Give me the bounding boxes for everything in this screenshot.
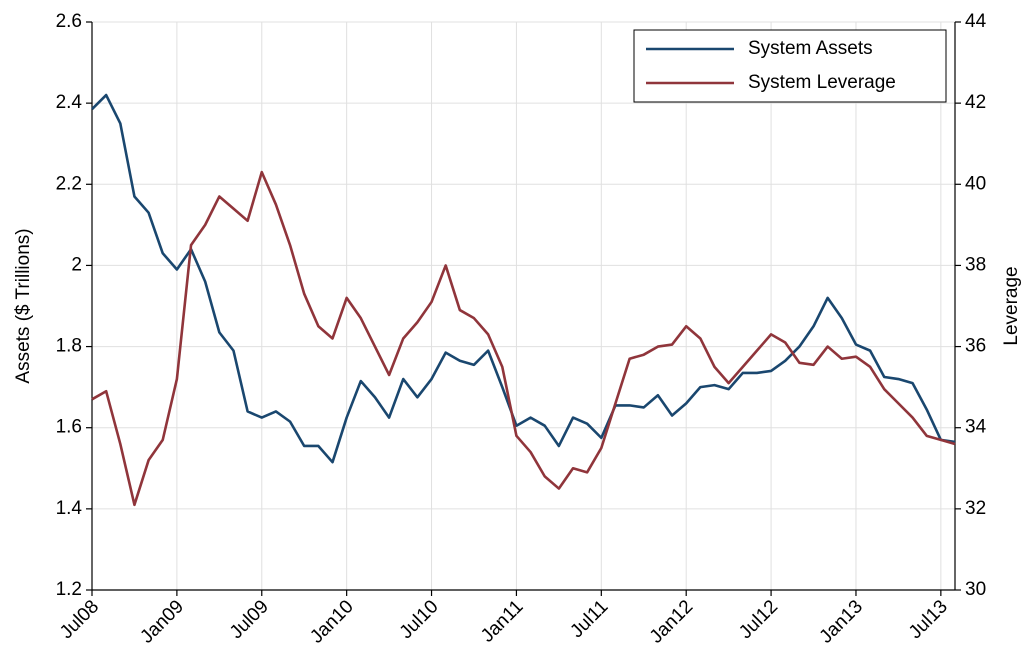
x-tick-label: Jan13 — [816, 596, 867, 647]
legend-box — [633, 29, 947, 103]
y-tick-label: 2.6 — [56, 11, 82, 32]
y2-tick-label: 42 — [965, 92, 986, 113]
x-tick-label: Jan12 — [646, 596, 697, 647]
y2-axis-label: Leverage — [1001, 266, 1022, 345]
y-tick-label: 1.4 — [56, 498, 83, 519]
series-line — [91, 93, 956, 464]
x-tick-label: Jan10 — [306, 596, 357, 647]
y-tick-label: 2.4 — [56, 92, 83, 113]
x-tick-label: Jul13 — [905, 596, 952, 643]
y-tick-label: 2 — [71, 254, 82, 275]
x-tick-label: Jul12 — [735, 596, 782, 643]
x-tick-label: Jul09 — [226, 596, 273, 643]
y2-tick-label: 32 — [965, 498, 986, 519]
legend-label: System Assets — [748, 38, 873, 59]
legend-label: System Leverage — [748, 72, 896, 93]
y-tick-label: 1.8 — [56, 336, 82, 357]
y2-tick-label: 30 — [965, 579, 986, 600]
y-tick-label: 2.2 — [56, 173, 82, 194]
y2-tick-label: 34 — [965, 417, 987, 438]
x-tick-label: Jul10 — [396, 596, 443, 643]
x-tick-label: Jul11 — [566, 596, 612, 642]
series-line — [91, 170, 956, 507]
y2-tick-label: 38 — [965, 254, 986, 275]
y-axis-label: Assets ($ Trillions) — [13, 228, 34, 383]
y-tick-label: 1.2 — [56, 579, 82, 600]
y2-tick-label: 40 — [965, 173, 986, 194]
x-tick-label: Jan11 — [477, 596, 527, 646]
y2-tick-label: 36 — [965, 336, 986, 357]
y-tick-label: 1.6 — [56, 417, 82, 438]
x-tick-label: Jan09 — [137, 596, 188, 647]
y2-tick-label: 44 — [965, 11, 987, 32]
x-tick-label: Jul08 — [56, 596, 103, 643]
